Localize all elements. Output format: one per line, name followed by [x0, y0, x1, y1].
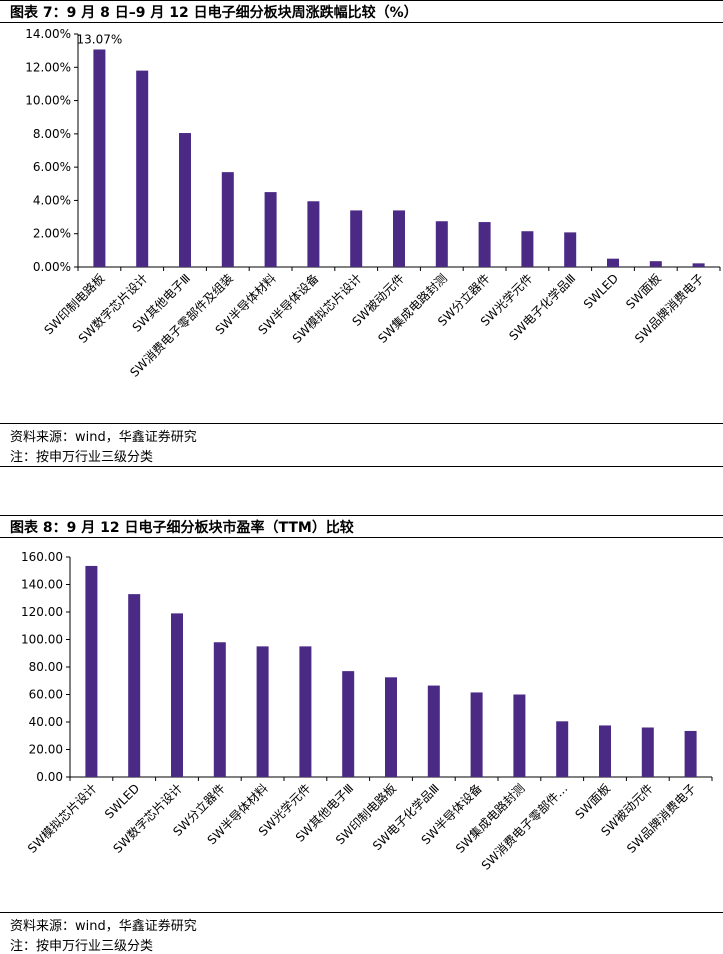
chart2-plot: 0.00 20.00 40.00 60.00 80.00 100.00 120.00 140.… — [21, 550, 713, 873]
chart2-bar — [256, 646, 269, 777]
chart2-bar — [299, 646, 312, 777]
chart1-bar — [564, 232, 577, 267]
chart2-bar — [171, 613, 183, 777]
chart2-bar — [385, 677, 397, 777]
chart1-y-tick-label: 12.00% — [25, 60, 71, 74]
chart1-footer-rule — [0, 423, 723, 424]
chart2-y-tick-label: 60.00 — [29, 688, 63, 702]
chart1-title-bar: 图表 7：9 月 8 日–9 月 12 日电子细分板块周涨跌幅比较（%） — [0, 0, 723, 23]
chart1-category-label: SWLED — [581, 271, 621, 311]
chart1-y-tick-label: 14.00% — [25, 27, 71, 41]
chart2-y-tick-label: 20.00 — [29, 743, 63, 757]
chart1-bar — [307, 201, 320, 267]
chart2-bar — [128, 594, 141, 777]
chart2-y-tick-label: 0.00 — [36, 770, 63, 784]
chart1-bar — [179, 133, 191, 267]
chart1-y-tick-label: 4.00% — [33, 193, 71, 207]
chart2-category-label: SW面板 — [572, 781, 613, 822]
chart1-bar — [649, 261, 662, 267]
chart2-bar — [85, 565, 98, 777]
chart1-bar — [435, 221, 448, 267]
chart1-y-tick-label: 10.00% — [25, 94, 71, 108]
chart1-bar — [221, 172, 234, 267]
chart1-bar — [692, 263, 705, 267]
chart2-bar — [213, 642, 226, 777]
chart1-data-label: 13.07% — [77, 32, 123, 46]
chart1-bar — [264, 192, 277, 267]
chart1-section: 图表 7：9 月 8 日–9 月 12 日电子细分板块周涨跌幅比较（%） 0.0… — [0, 0, 723, 470]
chart1-note: 注：按申万行业三级分类 — [10, 450, 154, 465]
chart2-bar — [556, 721, 569, 777]
chart2-bar — [342, 671, 355, 777]
chart2-bar — [599, 725, 611, 777]
chart1-plot: 0.00% 2.00% 4.00% 6.00% 8.00% 10.00% 12.00% 14.… — [25, 27, 721, 380]
chart2-bar — [427, 685, 440, 777]
chart1-bar — [521, 231, 534, 267]
chart1-title: 图表 7：9 月 8 日–9 月 12 日电子细分板块周涨跌幅比较（%） — [10, 5, 418, 21]
chart1-y-tick-label: 0.00% — [33, 260, 71, 274]
chart1-bar — [478, 222, 491, 267]
chart1-bar — [393, 210, 405, 267]
chart2-y-tick-label: 100.00 — [21, 633, 63, 647]
chart1-bar — [93, 49, 106, 267]
chart2-source: 资料来源：wind，华鑫证券研究 — [10, 919, 197, 934]
chart2-y-tick-label: 80.00 — [29, 660, 63, 674]
chart1-category-label: SW面板 — [623, 271, 664, 312]
chart2-title-bar: 图表 8：9 月 12 日电子细分板块市盈率（TTM）比较 — [0, 515, 723, 538]
chart1-bar — [350, 210, 363, 267]
chart2-category-label: SW模拟芯片设计 — [25, 781, 100, 856]
chart2-bar — [513, 694, 526, 777]
chart2-section: 图表 8：9 月 12 日电子细分板块市盈率（TTM）比较 0.00 20.00 4… — [0, 515, 723, 954]
chart1-y-tick-label: 8.00% — [33, 127, 71, 141]
chart1-source: 资料来源：wind，华鑫证券研究 — [10, 430, 197, 445]
chart2-title: 图表 8：9 月 12 日电子细分板块市盈率（TTM）比较 — [10, 520, 354, 536]
chart2-bar — [641, 727, 654, 777]
chart1-y-tick-label: 6.00% — [33, 160, 71, 174]
chart1-bar — [607, 258, 619, 267]
chart2-bar — [684, 730, 697, 777]
chart2-y-tick-label: 140.00 — [21, 578, 63, 592]
chart2-footer-rule — [0, 912, 723, 913]
chart2-note: 注：按申万行业三级分类 — [10, 939, 154, 954]
chart2-y-tick-label: 120.00 — [21, 605, 63, 619]
chart1-bottom-rule — [0, 466, 723, 467]
chart2-bar — [470, 692, 483, 777]
chart2-category-label: SWLED — [102, 781, 142, 821]
chart1-y-tick-label: 2.00% — [33, 227, 71, 241]
chart2-y-tick-label: 160.00 — [21, 550, 63, 564]
chart1-bar — [136, 70, 149, 267]
chart2-y-tick-label: 40.00 — [29, 715, 63, 729]
